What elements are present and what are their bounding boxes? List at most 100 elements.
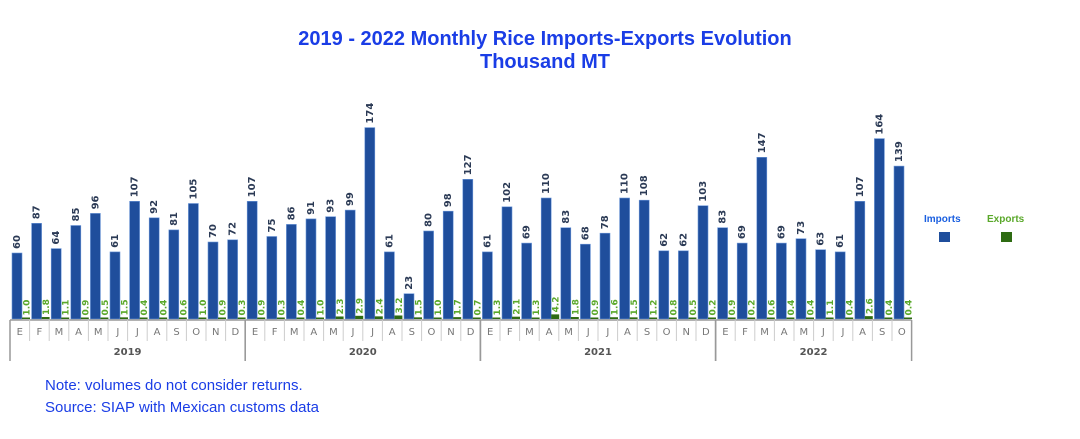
imports-bar <box>521 242 532 320</box>
exports-bar <box>825 317 834 319</box>
exports-data-label: 0.4 <box>297 300 307 316</box>
month-tick-label: E <box>722 327 728 338</box>
imports-bar <box>619 197 630 320</box>
imports-data-label: 93 <box>326 199 337 213</box>
imports-bar <box>776 242 787 320</box>
imports-bar <box>854 201 866 320</box>
month-tick-label: O <box>192 327 200 338</box>
imports-bar <box>540 197 552 320</box>
imports-bar <box>756 157 768 320</box>
imports-data-label: 83 <box>561 210 572 224</box>
imports-data-label: 83 <box>718 210 729 224</box>
exports-data-label: 0.5 <box>689 300 699 316</box>
month-tick-label: O <box>427 327 435 338</box>
exports-data-label: 0.4 <box>846 300 856 316</box>
month-tick-label: A <box>624 327 631 338</box>
imports-data-label: 108 <box>639 175 650 196</box>
imports-data-label: 69 <box>776 225 787 239</box>
imports-bar <box>834 251 846 320</box>
exports-data-label: 2.1 <box>513 299 523 315</box>
imports-bar <box>815 249 826 320</box>
imports-bar <box>560 227 572 320</box>
exports-data-label: 0.9 <box>219 300 229 316</box>
exports-data-label: 0.2 <box>709 300 719 316</box>
exports-data-label: 1.1 <box>826 300 836 316</box>
imports-data-label: 110 <box>541 173 552 194</box>
imports-data-label: 103 <box>698 181 709 202</box>
month-tick-label: E <box>487 327 493 338</box>
exports-bar <box>139 317 148 319</box>
exports-bar <box>786 317 795 319</box>
exports-data-label: 1.2 <box>650 300 660 316</box>
month-tick-label: J <box>821 327 825 338</box>
exports-data-label: 1.3 <box>532 300 542 316</box>
imports-bar <box>246 201 258 320</box>
exports-bar <box>433 317 442 319</box>
month-tick-label: O <box>663 327 671 338</box>
imports-bar <box>227 239 238 320</box>
exports-bar <box>100 317 109 319</box>
month-tick-label: J <box>135 327 139 338</box>
imports-bar <box>580 243 591 320</box>
exports-data-label: 0.7 <box>473 300 483 316</box>
exports-data-label: 1.6 <box>611 299 621 315</box>
imports-data-label: 69 <box>737 225 748 239</box>
exports-bar <box>120 317 128 319</box>
exports-data-label: 1.5 <box>415 299 425 315</box>
exports-bar <box>472 317 481 319</box>
exports-data-label: 0.3 <box>277 300 287 316</box>
exports-data-label: 0.6 <box>179 300 189 316</box>
exports-data-label: 0.4 <box>885 300 895 316</box>
imports-bar <box>305 218 317 320</box>
legend-imports-swatch <box>939 232 950 242</box>
exports-data-label: 0.4 <box>140 300 150 316</box>
exports-bar <box>296 317 305 319</box>
imports-data-label: 91 <box>306 201 317 215</box>
month-tick-label: N <box>212 327 219 338</box>
imports-data-label: 62 <box>678 233 689 247</box>
exports-data-label: 0.4 <box>160 300 170 316</box>
year-label: 2021 <box>584 347 612 358</box>
month-tick-label: A <box>75 327 82 338</box>
exports-bar <box>257 317 266 319</box>
month-tick-label: A <box>546 327 553 338</box>
imports-data-label: 86 <box>286 206 297 220</box>
exports-data-label: 1.0 <box>317 300 327 316</box>
exports-data-label: 4.2 <box>552 296 562 312</box>
imports-bar <box>90 213 101 320</box>
imports-data-label: 92 <box>149 200 160 214</box>
imports-bar <box>168 229 180 320</box>
exports-data-label: 0.3 <box>238 300 248 316</box>
imports-bar <box>11 252 23 320</box>
exports-bar <box>551 314 560 319</box>
imports-bar <box>482 251 493 320</box>
imports-bar <box>207 241 219 320</box>
exports-data-label: 0.4 <box>787 300 797 316</box>
imports-data-label: 164 <box>874 114 885 135</box>
imports-data-label: 127 <box>463 154 474 175</box>
imports-bar <box>893 165 905 320</box>
imports-data-label: 81 <box>169 212 180 226</box>
imports-bar <box>384 251 395 320</box>
month-tick-label: S <box>173 327 179 338</box>
month-tick-label: A <box>310 327 317 338</box>
exports-data-label: 2.9 <box>356 298 366 314</box>
chart-subtitle: Thousand MT <box>480 51 610 73</box>
month-tick-label: N <box>447 327 454 338</box>
imports-data-label: 105 <box>188 179 199 200</box>
imports-data-label: 69 <box>522 225 533 239</box>
exports-data-label: 1.8 <box>42 299 52 315</box>
month-tick-label: J <box>370 327 374 338</box>
imports-bar <box>736 242 748 320</box>
exports-bar <box>492 317 501 319</box>
exports-data-label: 1.0 <box>434 300 444 316</box>
exports-bar <box>570 317 579 319</box>
month-tick-label: J <box>586 327 590 338</box>
imports-data-label: 72 <box>228 222 239 236</box>
exports-bar <box>453 317 462 319</box>
exports-data-label: 1.3 <box>493 300 503 316</box>
imports-bar <box>638 199 650 320</box>
imports-data-label: 147 <box>757 132 768 153</box>
month-tick-label: M <box>94 327 103 338</box>
